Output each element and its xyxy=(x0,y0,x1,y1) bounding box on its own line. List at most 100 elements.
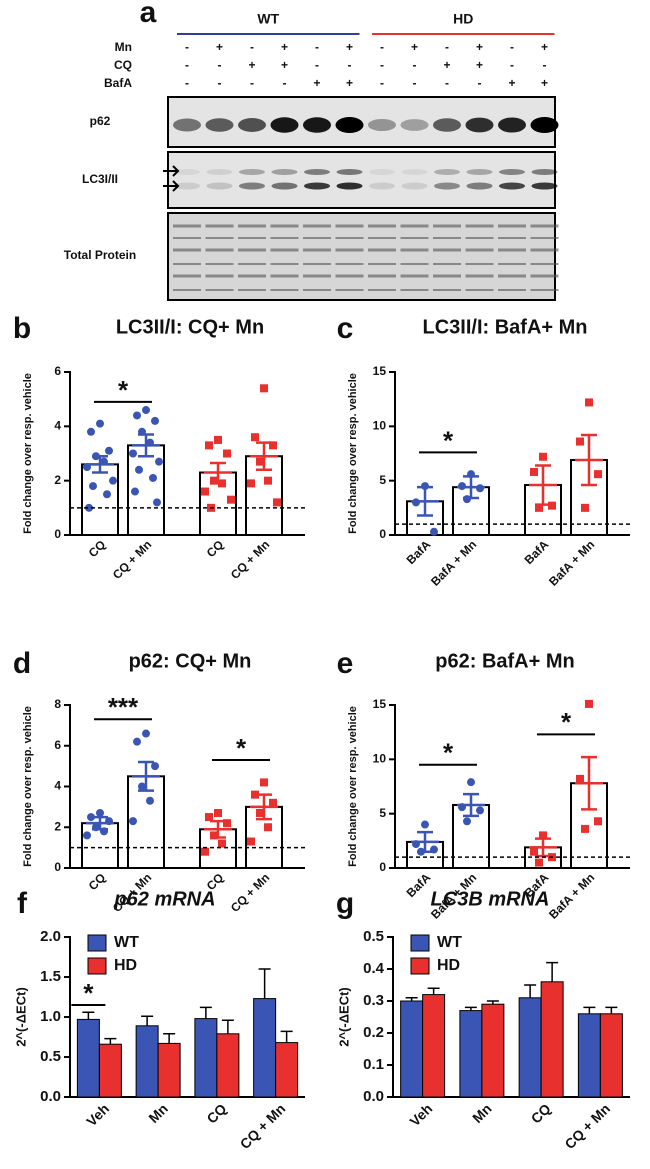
error-bar xyxy=(575,755,603,811)
y-tick-label: 10 xyxy=(373,419,387,433)
treatment-sign: - xyxy=(185,58,189,72)
bar xyxy=(577,1013,601,1098)
y-tick-label: 4 xyxy=(54,419,61,433)
treatment-label: CQ xyxy=(114,58,132,72)
point xyxy=(264,823,272,832)
significance-label: * xyxy=(443,425,454,455)
treatment-sign: + xyxy=(281,58,288,72)
treatment-sign: - xyxy=(218,76,222,90)
point xyxy=(223,449,231,458)
band xyxy=(530,117,559,133)
error-bar xyxy=(486,1000,499,1005)
error-bar xyxy=(86,454,114,474)
point xyxy=(581,503,589,512)
band xyxy=(499,182,525,190)
chart-title: LC3II/I: BafA+ Mn xyxy=(422,316,587,338)
point xyxy=(201,847,209,856)
band xyxy=(271,169,298,175)
point xyxy=(585,699,593,708)
treatment-sign: + xyxy=(476,58,483,72)
band xyxy=(434,182,460,190)
y-tick-label: 2 xyxy=(54,819,61,833)
band xyxy=(173,118,201,132)
treatment-sign: - xyxy=(510,58,514,72)
error-bar xyxy=(524,984,537,998)
band xyxy=(206,169,233,175)
panel-letter: g xyxy=(336,887,354,920)
error-bar xyxy=(464,1006,477,1011)
point xyxy=(269,441,277,450)
error-bar xyxy=(132,433,160,458)
point xyxy=(153,498,161,507)
y-tick-label: 6 xyxy=(54,738,61,752)
band xyxy=(434,169,460,175)
treatment-label: Mn xyxy=(115,40,132,54)
point xyxy=(581,824,589,833)
legend-label: WT xyxy=(114,934,139,951)
y-axis-label: Fold change over resp. vehicle xyxy=(347,373,359,534)
point xyxy=(256,808,264,817)
point xyxy=(594,817,602,826)
treatment-sign: - xyxy=(413,76,417,90)
y-tick-label: 15 xyxy=(373,697,387,711)
bar xyxy=(81,463,119,536)
panel-letter: b xyxy=(13,312,31,345)
treatment-sign: + xyxy=(216,40,223,54)
point xyxy=(218,479,226,488)
treatment-sign: + xyxy=(443,58,450,72)
band xyxy=(369,169,395,175)
point xyxy=(142,406,150,415)
significance-label: * xyxy=(83,978,94,1008)
point xyxy=(205,813,213,822)
bar xyxy=(422,994,446,1098)
error-bar xyxy=(163,1033,176,1044)
y-tick-label: 10 xyxy=(373,752,387,766)
point xyxy=(129,449,137,458)
legend-label: HD xyxy=(437,957,460,974)
error-bar xyxy=(250,441,278,472)
significance-label: *** xyxy=(108,692,139,722)
bar xyxy=(481,1003,505,1098)
point xyxy=(205,441,213,450)
point xyxy=(269,798,277,807)
bar xyxy=(275,1042,299,1098)
bar xyxy=(216,1033,240,1098)
point xyxy=(155,457,163,466)
point xyxy=(105,446,113,455)
band xyxy=(499,169,525,175)
bar xyxy=(76,1018,100,1098)
error-bar xyxy=(427,987,440,995)
bar xyxy=(135,1025,159,1098)
y-tick-label: 0 xyxy=(379,860,386,874)
group-label: WT xyxy=(257,11,279,27)
error-bar xyxy=(250,793,278,821)
band xyxy=(531,182,558,190)
band xyxy=(304,182,330,190)
y-tick-label: 1.5 xyxy=(40,968,61,985)
bar xyxy=(81,822,119,869)
band xyxy=(466,182,493,190)
significance-label: * xyxy=(561,707,572,737)
y-tick-label: 0.3 xyxy=(363,992,384,1009)
band xyxy=(205,118,234,132)
y-tick-label: 0.0 xyxy=(363,1088,384,1105)
point xyxy=(535,503,543,512)
point xyxy=(210,831,218,840)
point xyxy=(576,437,584,446)
bar xyxy=(540,981,564,1098)
band xyxy=(498,117,526,133)
point xyxy=(548,501,556,510)
treatment-sign: + xyxy=(541,40,548,54)
chart-title: p62: CQ+ Mn xyxy=(129,650,252,672)
band xyxy=(401,169,428,175)
y-axis-label: Fold change over resp. vehicle xyxy=(347,706,359,867)
y-tick-label: 0 xyxy=(54,860,61,874)
point xyxy=(85,503,93,512)
band xyxy=(433,118,461,132)
point xyxy=(430,527,438,536)
point xyxy=(256,457,264,466)
point xyxy=(96,419,104,428)
y-tick-label: 5 xyxy=(379,806,386,820)
point xyxy=(476,806,484,815)
treatment-sign: - xyxy=(185,76,189,90)
